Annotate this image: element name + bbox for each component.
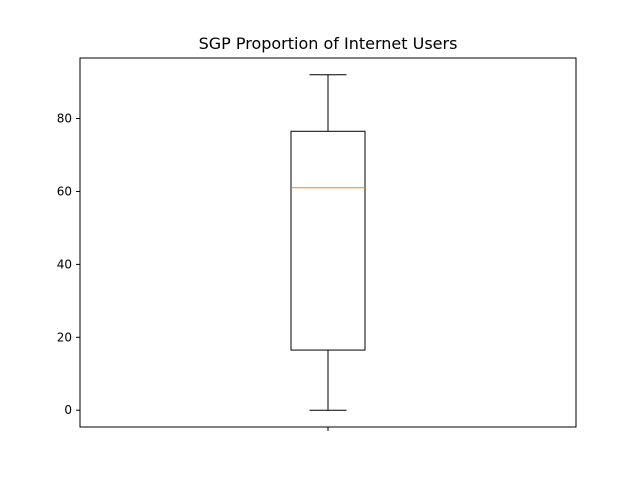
y-tick-label: 0 [64,403,72,417]
y-tick-label: 40 [57,257,72,271]
iqr-box [290,130,366,351]
y-tick-label: 60 [57,184,72,198]
box-series [290,74,366,411]
y-axis: 0 20 40 60 80 [57,112,80,417]
y-tick-label: 80 [57,112,72,126]
y-tick-label: 20 [57,330,72,344]
chart-title: SGP Proportion of Internet Users [199,34,458,53]
box-group [290,74,366,411]
